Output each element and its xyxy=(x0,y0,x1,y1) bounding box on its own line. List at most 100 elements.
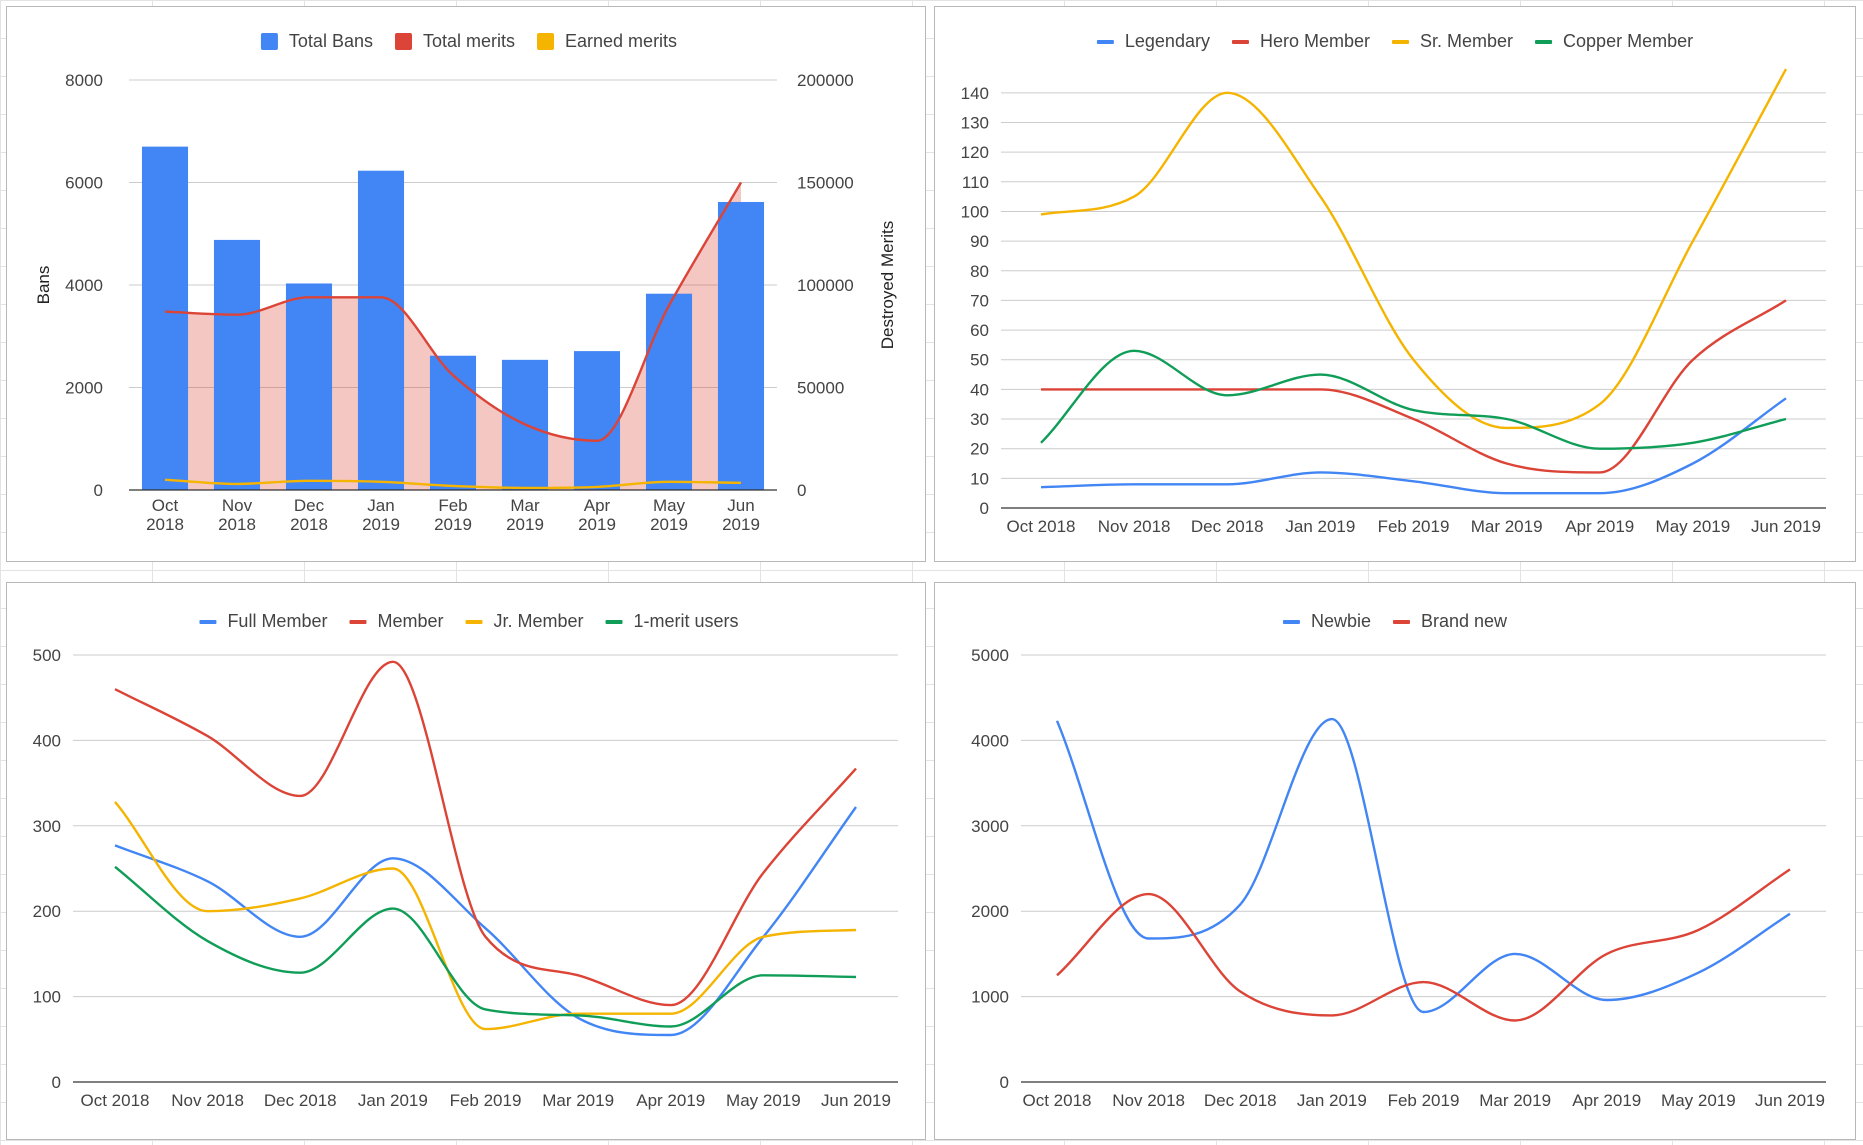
x-tick-label: Oct 2018 xyxy=(81,1091,150,1110)
y-tick-label: 400 xyxy=(33,731,61,750)
legend-swatch-1-merit-users xyxy=(605,620,623,624)
x-tick-label: Nov 2018 xyxy=(171,1091,244,1110)
x-tick-label: Apr 2019 xyxy=(1565,517,1634,536)
member-ranks-chart: Full Member Member Jr. Member 1-merit users… xyxy=(33,611,898,1110)
y-tick-label: 100 xyxy=(33,988,61,1007)
x-tick-label-month: Nov xyxy=(222,496,253,515)
member-ranks-chart-panel: Full Member Member Jr. Member 1-merit users… xyxy=(6,582,926,1140)
legend: Total Bans Total merits Earned merits xyxy=(260,31,677,51)
x-tick-label: Jan 2019 xyxy=(1297,1091,1367,1110)
legend-label-copper-member: Copper Member xyxy=(1563,31,1693,51)
legend-swatch-sr-member xyxy=(1392,40,1410,44)
y-tick-label: 0 xyxy=(1000,1073,1009,1092)
x-tick-label: Mar 2019 xyxy=(1471,517,1543,536)
bans-merits-chart: Total Bans Total merits Earned merits 0 2000… xyxy=(34,31,897,534)
bar-total-bans-apr-2019 xyxy=(573,351,621,490)
newbie-chart-panel: Newbie Brand new 0 1000 2000 3000 4000 5000 Oct … xyxy=(934,582,1856,1140)
x-tick-label-year: 2018 xyxy=(146,515,184,534)
legend-swatch-copper-member xyxy=(1535,40,1553,44)
bar-total-bans-dec-2018 xyxy=(285,283,333,490)
newbie-chart: Newbie Brand new 0 1000 2000 3000 4000 5000 Oct … xyxy=(971,611,1826,1110)
y-tick-label: 2000 xyxy=(65,379,103,398)
y-tick-label: 100 xyxy=(961,202,989,221)
x-tick-label: Jan 2019 xyxy=(1285,517,1355,536)
legend-label-full-member: Full Member xyxy=(227,611,327,631)
series-line-member xyxy=(114,660,857,1007)
y-tick-label: 120 xyxy=(961,143,989,162)
legend-label-brand-new: Brand new xyxy=(1421,611,1508,631)
series-line-newbie xyxy=(1055,717,1791,1014)
x-tick-label-month: Dec xyxy=(294,496,325,515)
x-tick-label: Feb 2019 xyxy=(1378,517,1450,536)
legend-swatch-full-member xyxy=(199,620,217,624)
x-tick-label: Jun 2019 xyxy=(821,1091,891,1110)
x-tick-label-month: Jan xyxy=(367,496,394,515)
x-tick-label: Dec 2018 xyxy=(1204,1091,1277,1110)
x-tick-label: Feb 2019 xyxy=(450,1091,522,1110)
x-tick-label: May 2019 xyxy=(1656,517,1731,536)
x-tick-label-month: Mar xyxy=(510,496,540,515)
y-tick-label: 3000 xyxy=(971,817,1009,836)
series-line-total-merits xyxy=(164,181,743,443)
legend-label-member: Member xyxy=(377,611,443,631)
x-tick-label: Nov 2018 xyxy=(1112,1091,1185,1110)
legend-label-1-merit-users: 1-merit users xyxy=(634,611,739,631)
legend-swatch-legendary xyxy=(1096,40,1114,44)
y-tick-label: 200 xyxy=(33,902,61,921)
bans-merits-chart-panel: Total Bans Total merits Earned merits 0 2000… xyxy=(6,6,926,562)
bar-total-bans-feb-2019 xyxy=(429,355,477,490)
legend-swatch-hero-member xyxy=(1231,40,1249,44)
y-tick-label: 20 xyxy=(970,440,989,459)
x-tick-label-month: Oct xyxy=(152,496,179,515)
x-tick-label: Apr 2019 xyxy=(636,1091,705,1110)
x-tick-label-month: May xyxy=(653,496,686,515)
y2-tick-label: 100000 xyxy=(797,276,854,295)
legend-swatch-brand-new xyxy=(1392,620,1410,624)
y-tick-label: 0 xyxy=(980,499,989,518)
x-tick-label: Jun 2019 xyxy=(1755,1091,1825,1110)
series-line-sr-member xyxy=(1040,68,1788,430)
x-tick-label-year: 2019 xyxy=(434,515,472,534)
y-tick-label: 140 xyxy=(961,84,989,103)
legend: Full Member Member Jr. Member 1-merit users xyxy=(199,611,739,631)
y-tick-label: 60 xyxy=(970,321,989,340)
x-tick-label-year: 2019 xyxy=(362,515,400,534)
bar-total-bans-jun-2019 xyxy=(717,201,765,490)
x-tick-label-month: Feb xyxy=(438,496,467,515)
x-tick-label: Dec 2018 xyxy=(264,1091,337,1110)
legend-swatch-newbie xyxy=(1282,620,1300,624)
y-tick-label: 110 xyxy=(962,173,989,192)
y2-tick-label: 0 xyxy=(797,481,806,500)
bar-total-bans-may-2019 xyxy=(645,293,693,490)
y-tick-label: 2000 xyxy=(971,902,1009,921)
y-tick-label: 30 xyxy=(970,410,989,429)
y2-tick-label: 50000 xyxy=(797,379,844,398)
y-tick-label: 70 xyxy=(970,291,989,310)
x-tick-label: Apr 2019 xyxy=(1572,1091,1641,1110)
y-tick-label: 50 xyxy=(970,351,989,370)
y2-tick-label: 150000 xyxy=(797,174,854,193)
x-tick-label: May 2019 xyxy=(726,1091,801,1110)
legend-label-legendary: Legendary xyxy=(1125,31,1210,51)
y-tick-label: 1000 xyxy=(971,988,1009,1007)
y2-tick-label: 200000 xyxy=(797,71,854,90)
legend-swatch-total-merits xyxy=(394,33,412,50)
x-tick-label-year: 2019 xyxy=(578,515,616,534)
x-tick-label-year: 2019 xyxy=(650,515,688,534)
x-tick-label: Oct 2018 xyxy=(1023,1091,1092,1110)
legend-swatch-total-bans xyxy=(260,33,278,50)
legend-label-hero-member: Hero Member xyxy=(1260,31,1370,51)
series-line-full-member xyxy=(114,806,857,1037)
y-tick-label: 300 xyxy=(33,817,61,836)
x-tick-label: Mar 2019 xyxy=(1479,1091,1551,1110)
y-tick-label: 90 xyxy=(970,232,989,251)
y-tick-label: 130 xyxy=(961,113,989,132)
y-tick-label: 6000 xyxy=(65,174,103,193)
legend-label-newbie: Newbie xyxy=(1311,611,1371,631)
series-line-brand-new xyxy=(1056,868,1791,1022)
x-tick-label-year: 2019 xyxy=(722,515,760,534)
x-tick-label: Mar 2019 xyxy=(542,1091,614,1110)
series-line-jr-member xyxy=(114,801,857,1031)
y2-axis-title: Destroyed Merits xyxy=(878,221,897,349)
y-tick-label: 40 xyxy=(970,380,989,399)
